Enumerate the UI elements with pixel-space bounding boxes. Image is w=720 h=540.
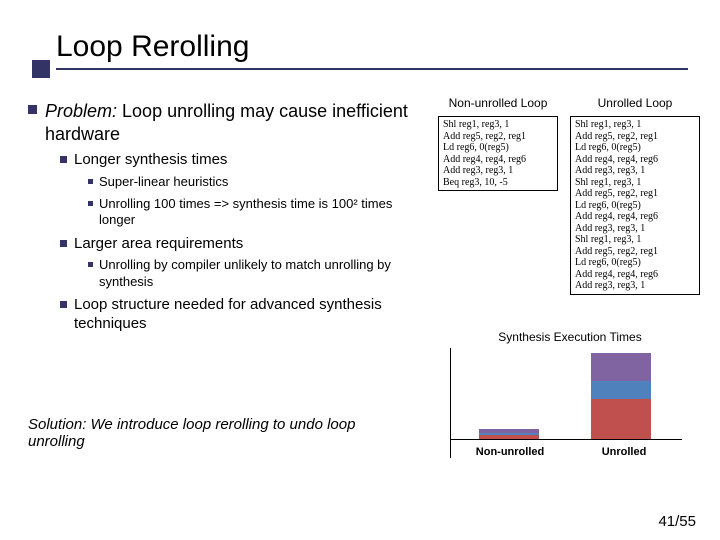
bullet-sub1b: Unrolling 100 times => synthesis time is…	[88, 196, 423, 229]
sub1b-text: Unrolling 100 times => synthesis time is…	[99, 196, 423, 229]
chart-bar	[591, 353, 651, 439]
chart-bar-segment	[591, 381, 651, 399]
code-column-nonunrolled: Non-unrolled Loop Shl reg1, reg3, 1 Add …	[438, 96, 558, 191]
sub2a-text: Unrolling by compiler unlikely to match …	[99, 257, 423, 290]
sub1-text: Longer synthesis times	[74, 151, 227, 170]
problem-lead: Problem:	[45, 101, 117, 121]
bullet-icon	[60, 156, 67, 163]
chart-x-axis	[451, 439, 682, 440]
chart-category-label: Non-unrolled	[455, 446, 565, 458]
problem-text: Problem: Loop unrolling may cause ineffi…	[45, 100, 423, 145]
chart-bar-segment	[479, 435, 539, 439]
synthesis-chart: Non-unrolled Unrolled	[450, 348, 680, 458]
title-accent-square	[32, 60, 50, 78]
chart-bar-segment	[591, 353, 651, 381]
sub3-text: Loop structure needed for advanced synth…	[74, 296, 423, 334]
bullet-sub2a: Unrolling by compiler unlikely to match …	[88, 257, 423, 290]
bullet-icon	[60, 240, 67, 247]
chart-region: Synthesis Execution Times Non-unrolled Un…	[450, 330, 690, 458]
chart-bar	[479, 429, 539, 439]
bullet-icon	[88, 179, 93, 184]
code-box-left: Shl reg1, reg3, 1 Add reg5, reg2, reg1 L…	[438, 116, 558, 191]
sub1a-text: Super-linear heuristics	[99, 174, 228, 190]
bullet-icon	[60, 301, 67, 308]
bullet-icon	[28, 105, 37, 114]
bullet-sub1a: Super-linear heuristics	[88, 174, 423, 190]
code-header-left: Non-unrolled Loop	[438, 96, 558, 110]
page-number: 41/55	[658, 513, 696, 530]
main-content: Problem: Loop unrolling may cause ineffi…	[28, 100, 423, 335]
chart-bar-segment	[591, 399, 651, 439]
code-header-right: Unrolled Loop	[570, 96, 700, 110]
bullet-icon	[88, 201, 93, 206]
code-box-right: Shl reg1, reg3, 1 Add reg5, reg2, reg1 L…	[570, 116, 700, 295]
code-column-unrolled: Unrolled Loop Shl reg1, reg3, 1 Add reg5…	[570, 96, 700, 295]
page-title: Loop Rerolling	[56, 30, 688, 64]
bullet-icon	[88, 262, 93, 267]
sub2-text: Larger area requirements	[74, 235, 243, 254]
solution-text: Solution: We introduce loop rerolling to…	[28, 416, 398, 450]
title-bar: Loop Rerolling	[56, 30, 688, 70]
chart-title: Synthesis Execution Times	[450, 330, 690, 344]
bullet-sub3: Loop structure needed for advanced synth…	[60, 296, 423, 334]
bullet-sub2: Larger area requirements	[60, 235, 423, 254]
bullet-sub1: Longer synthesis times	[60, 151, 423, 170]
bullet-problem: Problem: Loop unrolling may cause ineffi…	[28, 100, 423, 145]
chart-category-label: Unrolled	[569, 446, 679, 458]
